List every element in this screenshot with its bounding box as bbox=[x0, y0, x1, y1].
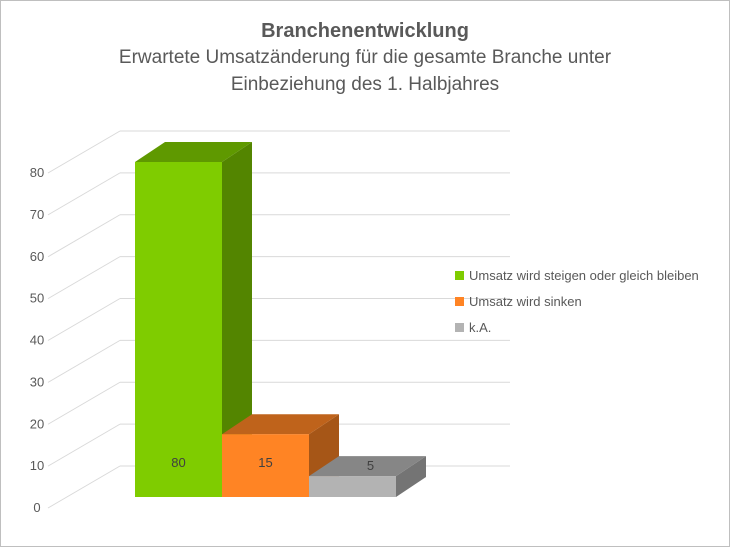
legend-item: k.A. bbox=[455, 314, 699, 340]
legend-swatch bbox=[455, 296, 464, 306]
y-tick-label: 0 bbox=[33, 500, 40, 515]
y-tick-label: 40 bbox=[30, 333, 44, 348]
bar-front bbox=[309, 476, 396, 497]
gridline-depth bbox=[47, 256, 121, 300]
bar bbox=[222, 414, 339, 497]
gridline-depth bbox=[47, 130, 121, 174]
bar-side bbox=[396, 456, 426, 497]
data-label: 15 bbox=[258, 455, 272, 470]
bar bbox=[135, 142, 252, 497]
bar-side bbox=[222, 142, 252, 497]
gridline-depth bbox=[47, 423, 121, 467]
y-tick-label: 60 bbox=[30, 249, 44, 264]
y-tick-label: 20 bbox=[30, 416, 44, 431]
chart-header: Branchenentwicklung Erwartete Umsatzände… bbox=[0, 18, 730, 98]
y-tick-label: 70 bbox=[30, 207, 44, 222]
chart-subtitle: Erwartete Umsatzänderung für die gesamte… bbox=[118, 47, 612, 95]
bar-top bbox=[309, 456, 426, 477]
legend: Umsatz wird steigen oder gleich bleiben U… bbox=[455, 262, 699, 340]
bar-top bbox=[222, 414, 339, 435]
gridline-depth bbox=[47, 172, 121, 216]
y-tick-label: 50 bbox=[30, 291, 44, 306]
legend-swatch bbox=[455, 270, 464, 280]
legend-item: Umsatz wird sinken bbox=[455, 288, 699, 314]
legend-swatch bbox=[455, 322, 464, 332]
y-tick-label: 10 bbox=[30, 458, 44, 473]
bar-top bbox=[135, 142, 252, 162]
y-tick-label: 80 bbox=[30, 165, 44, 180]
gridline-depth bbox=[47, 214, 121, 258]
gridline-depth bbox=[47, 381, 121, 425]
data-labels: 80 15 5 bbox=[171, 455, 374, 473]
y-tick-label: 30 bbox=[30, 374, 44, 389]
gridline-depth bbox=[47, 298, 121, 341]
legend-label: Umsatz wird sinken bbox=[469, 293, 582, 309]
bar bbox=[309, 456, 426, 497]
y-axis-ticks: 0 10 20 30 40 50 60 70 80 bbox=[30, 165, 44, 515]
bars bbox=[135, 142, 426, 497]
chart-title: Branchenentwicklung bbox=[261, 20, 469, 42]
legend-label: Umsatz wird steigen oder gleich bleiben bbox=[469, 267, 699, 283]
bar-front bbox=[135, 162, 222, 497]
bar-front bbox=[222, 434, 309, 497]
gridline-depth bbox=[47, 339, 121, 383]
data-label: 80 bbox=[171, 455, 185, 470]
legend-label: k.A. bbox=[469, 319, 492, 335]
legend-item: Umsatz wird steigen oder gleich bleiben bbox=[455, 262, 699, 288]
gridline-depth bbox=[47, 465, 121, 509]
data-label: 5 bbox=[367, 458, 374, 473]
